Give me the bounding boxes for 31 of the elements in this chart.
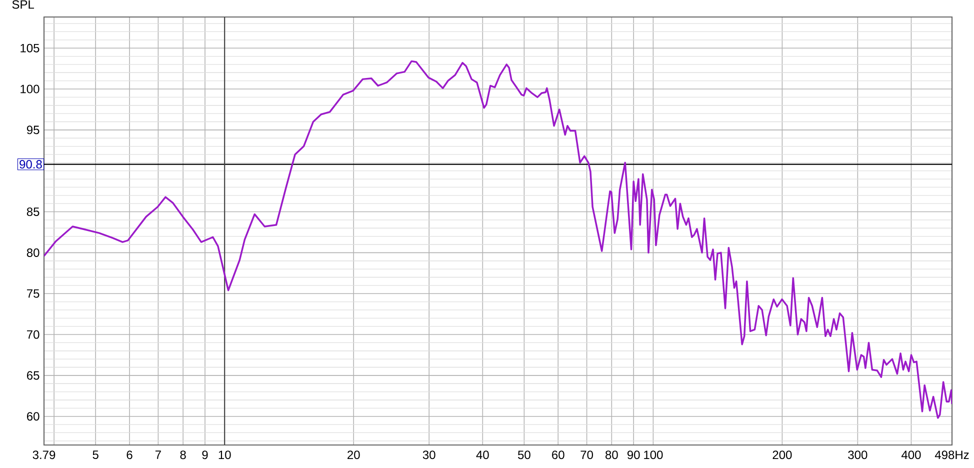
x-tick-label: 80 (606, 450, 618, 460)
x-tick-label: 9 (202, 450, 208, 460)
x-tick-label: 100 (644, 450, 663, 460)
x-tick-label: 20 (348, 450, 360, 460)
x-tick-label: 8 (180, 450, 186, 460)
y-tick-label: 95 (26, 126, 40, 134)
x-tick-label: 70 (580, 450, 593, 460)
y-tick-label: 85 (26, 208, 40, 216)
x-tick-label: 200 (772, 450, 792, 460)
x-tick-label: 3.79 (32, 450, 56, 460)
y-axis-title: SPL (12, 0, 34, 9)
x-tick-label: 40 (476, 450, 489, 460)
x-tick-label: 50 (518, 450, 530, 460)
ref-line-label: 90.8 (20, 160, 42, 169)
y-tick-label: 60 (27, 412, 40, 421)
x-tick-label: 400 (901, 450, 921, 460)
y-tick-label: 80 (26, 248, 40, 257)
x-tick-label: 498Hz (934, 450, 969, 460)
y-tick-label: 65 (27, 371, 40, 380)
y-tick-label: 105 (20, 44, 40, 52)
y-tick-label: 75 (27, 289, 40, 298)
y-tick-label: 70 (27, 330, 40, 339)
x-tick-label: 300 (848, 450, 868, 460)
x-tick-label: 7 (155, 450, 161, 459)
x-tick-label: 10 (218, 450, 231, 460)
x-tick-label: 90 (627, 450, 640, 460)
y-tick-label: 100 (20, 84, 40, 94)
x-tick-label: 60 (552, 450, 564, 460)
x-tick-label: 30 (422, 450, 436, 460)
x-tick-label: 5 (92, 450, 98, 459)
x-tick-label: 6 (126, 450, 132, 460)
